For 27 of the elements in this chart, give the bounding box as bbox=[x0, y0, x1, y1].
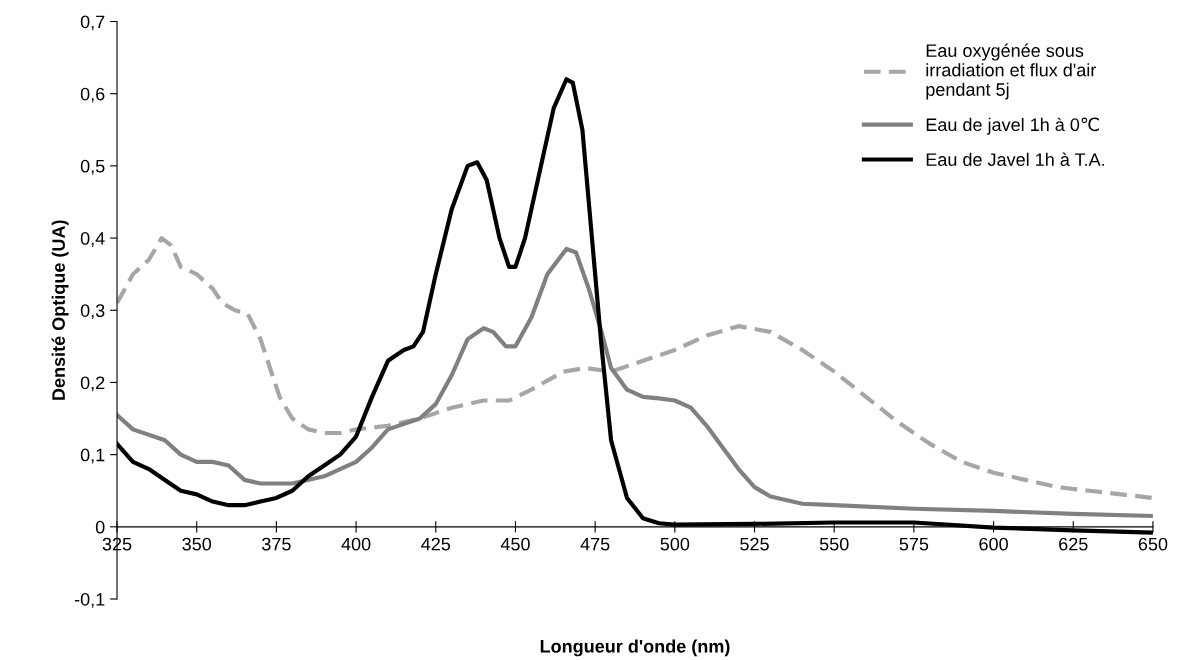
x-tick-label: 650 bbox=[1138, 537, 1168, 551]
y-tick-label: 0,5 bbox=[80, 159, 105, 175]
y-tick-label: 0,7 bbox=[80, 15, 105, 31]
x-tick-label: 575 bbox=[899, 537, 929, 551]
legend-label: Eau de javel 1h à 0℃ bbox=[926, 117, 1099, 135]
x-tick-label: 500 bbox=[660, 537, 690, 551]
x-tick-label: 600 bbox=[979, 537, 1008, 551]
y-tick-label: 0 bbox=[95, 520, 105, 534]
x-tick-label: 450 bbox=[500, 537, 530, 551]
y-tick-label: 0,1 bbox=[80, 448, 105, 464]
y-tick-label: 0,4 bbox=[80, 232, 105, 247]
x-tick-label: 625 bbox=[1059, 537, 1088, 551]
y-tick-label: -0,1 bbox=[74, 592, 105, 608]
y-tick-label: 0,6 bbox=[80, 87, 105, 103]
x-tick-label: 550 bbox=[819, 537, 849, 551]
y-axis-title: Densité Optique (UA) bbox=[51, 220, 69, 400]
y-tick-label: 0,3 bbox=[80, 304, 105, 320]
x-tick-label: 350 bbox=[182, 537, 212, 551]
x-tick-label: 375 bbox=[262, 537, 291, 551]
y-tick-label: 0,2 bbox=[80, 376, 105, 392]
x-tick-label: 475 bbox=[580, 537, 610, 551]
legend-label: Eau oxygénée sous irradiation et flux d'air pendant 5j bbox=[926, 43, 1097, 100]
x-axis-title: Longueur d'onde (nm) bbox=[540, 639, 730, 657]
x-tick-label: 425 bbox=[421, 537, 451, 551]
x-tick-label: 400 bbox=[341, 537, 371, 551]
legend-label: Eau de Javel 1h à T.A. bbox=[926, 152, 1104, 166]
x-tick-label: 525 bbox=[740, 537, 769, 551]
